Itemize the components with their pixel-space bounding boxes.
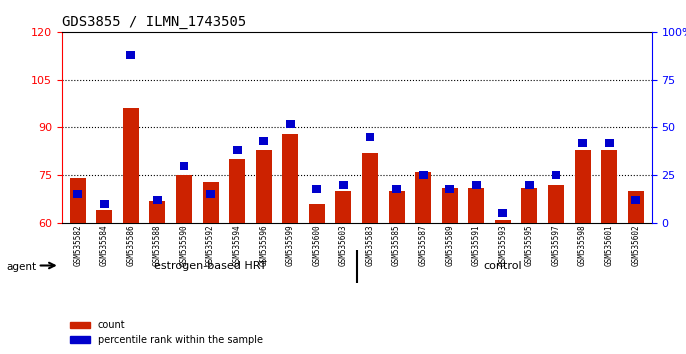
Bar: [100, 200, 108, 208]
Bar: [469, 188, 484, 223]
Text: GSM535600: GSM535600: [312, 224, 321, 266]
Bar: [418, 171, 427, 179]
Bar: [388, 191, 405, 223]
Text: GSM535589: GSM535589: [445, 224, 454, 266]
Bar: [176, 175, 192, 223]
Bar: [283, 134, 298, 223]
Legend: count, percentile rank within the sample: count, percentile rank within the sample: [67, 316, 267, 349]
Bar: [73, 190, 82, 198]
Bar: [601, 150, 617, 223]
Bar: [521, 188, 537, 223]
Bar: [229, 159, 245, 223]
Bar: [415, 172, 431, 223]
Bar: [631, 196, 640, 204]
Text: GSM535586: GSM535586: [126, 224, 135, 266]
Text: GSM535594: GSM535594: [233, 224, 241, 266]
Bar: [202, 182, 219, 223]
Text: GSM535603: GSM535603: [339, 224, 348, 266]
Bar: [362, 153, 378, 223]
Text: GSM535585: GSM535585: [392, 224, 401, 266]
Text: GSM535595: GSM535595: [525, 224, 534, 266]
Bar: [123, 108, 139, 223]
Text: estrogen-based HRT: estrogen-based HRT: [154, 261, 267, 272]
Text: GSM535596: GSM535596: [259, 224, 268, 266]
Text: agent: agent: [7, 262, 37, 272]
Bar: [442, 188, 458, 223]
Bar: [259, 137, 268, 145]
Text: GSM535590: GSM535590: [180, 224, 189, 266]
Bar: [206, 190, 215, 198]
Text: GSM535587: GSM535587: [418, 224, 427, 266]
Bar: [445, 185, 454, 193]
Bar: [153, 196, 162, 204]
Text: GSM535584: GSM535584: [99, 224, 109, 266]
Bar: [575, 150, 591, 223]
Bar: [472, 181, 481, 189]
Bar: [628, 191, 643, 223]
Bar: [605, 139, 613, 147]
Text: GSM535601: GSM535601: [604, 224, 614, 266]
Bar: [126, 51, 135, 59]
Text: GSM535602: GSM535602: [631, 224, 640, 266]
Text: control: control: [484, 261, 522, 272]
Bar: [335, 191, 351, 223]
Text: GDS3855 / ILMN_1743505: GDS3855 / ILMN_1743505: [62, 16, 246, 29]
Bar: [286, 120, 295, 127]
Bar: [525, 181, 534, 189]
Text: GSM535598: GSM535598: [578, 224, 587, 266]
Text: GSM535582: GSM535582: [73, 224, 82, 266]
Bar: [96, 210, 113, 223]
Bar: [495, 220, 511, 223]
Bar: [392, 185, 401, 193]
Bar: [312, 185, 321, 193]
Bar: [256, 150, 272, 223]
Bar: [548, 185, 564, 223]
Bar: [578, 139, 587, 147]
Text: GSM535592: GSM535592: [206, 224, 215, 266]
Bar: [339, 181, 348, 189]
Bar: [180, 162, 189, 170]
Text: GSM535583: GSM535583: [366, 224, 375, 266]
Bar: [150, 201, 165, 223]
Bar: [233, 147, 241, 154]
Bar: [70, 178, 86, 223]
Bar: [309, 204, 325, 223]
Text: GSM535597: GSM535597: [552, 224, 560, 266]
Bar: [366, 133, 375, 141]
Text: GSM535591: GSM535591: [472, 224, 481, 266]
Text: GSM535593: GSM535593: [499, 224, 508, 266]
Bar: [499, 210, 507, 217]
Text: GSM535599: GSM535599: [286, 224, 295, 266]
Bar: [552, 171, 560, 179]
Text: GSM535588: GSM535588: [153, 224, 162, 266]
